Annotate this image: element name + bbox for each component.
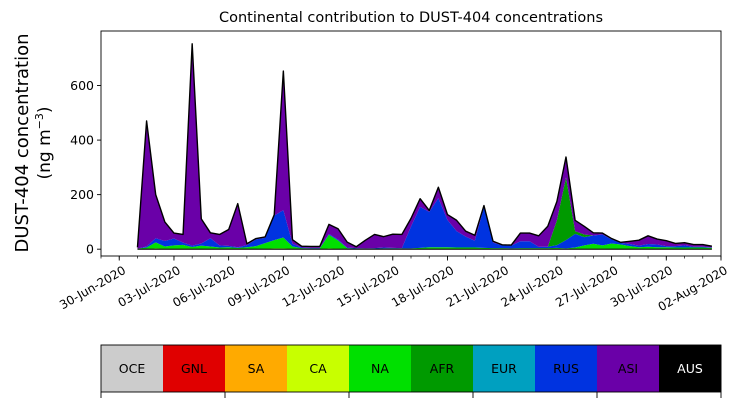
legend-label-asi: ASI	[618, 361, 638, 376]
area-afr-8	[137, 177, 712, 249]
y-axis: 0 200 400 600	[70, 78, 101, 257]
y-axis-label-line1: DUST-404 concentration	[12, 33, 33, 252]
y-axis-unit-pre: (ng m	[35, 129, 55, 179]
legend-swatch-aus	[659, 345, 722, 392]
legend-label-afr: AFR	[430, 361, 455, 376]
legend-label-eur: EUR	[491, 361, 517, 376]
y-tick-label: 0	[86, 242, 94, 257]
legend-colorbar: OCE GNL SA CA NA AFR EUR RUS ASI AUS	[100, 344, 722, 398]
y-axis-label-line2: (ng m−3)	[33, 106, 55, 179]
area-na-4	[137, 234, 712, 250]
y-axis-unit-post: )	[35, 106, 55, 113]
legend-label-gnl: GNL	[181, 361, 207, 376]
legend-frame	[100, 344, 722, 393]
y-tick-label: 400	[70, 133, 94, 148]
y-tick-label: 600	[70, 78, 94, 93]
y-axis-label: DUST-404 concentration (ng m−3)	[12, 33, 55, 252]
chart-title: Continental contribution to DUST-404 con…	[219, 10, 603, 26]
legend-label-sa: SA	[248, 361, 265, 376]
legend-swatch-oce	[101, 345, 164, 392]
y-tick-label: 200	[70, 187, 94, 202]
legend-swatch-sa	[225, 345, 288, 392]
y-axis-unit-sup: −3	[33, 113, 46, 129]
legend-label-na: NA	[371, 361, 389, 376]
legend-swatch-asi	[597, 345, 660, 392]
legend-swatch-afr	[411, 345, 474, 392]
stacked-areas	[136, 43, 713, 250]
legend-label-rus: RUS	[553, 361, 579, 376]
total-outline	[136, 43, 713, 248]
area-rus-7	[137, 198, 712, 249]
legend-swatch-na	[349, 345, 412, 392]
legend-swatch-ca	[287, 345, 350, 392]
plot-frame	[100, 30, 722, 257]
area-asi-9	[137, 43, 712, 249]
legend-swatch-rus	[535, 345, 598, 392]
legend-swatch-eur	[473, 345, 536, 392]
legend-label-aus: AUS	[677, 361, 703, 376]
legend-label-oce: OCE	[119, 361, 146, 376]
legend-label-ca: CA	[309, 361, 327, 376]
legend-swatch-gnl	[163, 345, 226, 392]
